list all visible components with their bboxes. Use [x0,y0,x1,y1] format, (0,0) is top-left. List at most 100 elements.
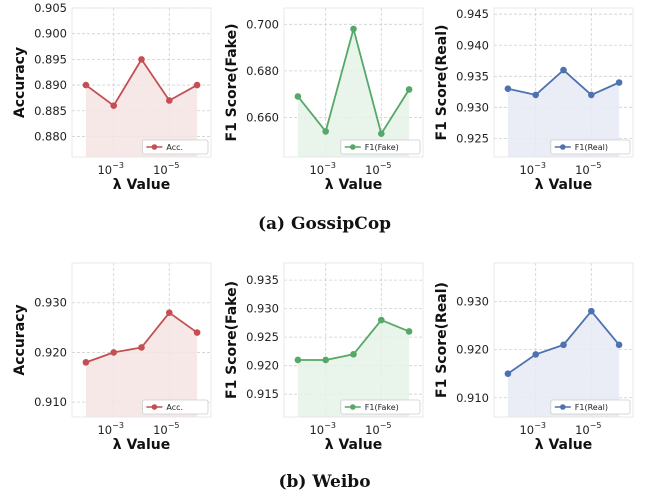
series-area [507,311,620,417]
legend-box [141,139,209,155]
data-point [405,86,413,93]
legend-box [550,139,631,155]
y-tick-label: 0.935 [456,69,489,83]
y-tick-label: 0.930 [34,296,67,310]
axes-frame [493,7,634,158]
y-tick-label: 0.895 [34,52,67,66]
legend-label: F1(Fake) [365,143,399,152]
axes-frame [283,262,424,418]
data-point [532,351,539,358]
data-point [504,85,512,93]
data-point [504,370,512,377]
data-point [378,130,385,138]
x-tick-label: 10−3 [519,421,545,437]
y-tick-label: 0.890 [34,78,67,92]
panel-weibo-f1-real: F1(Real) 0.910 0.920 0.930 10−3 10−5λ Value F1… [434,262,634,453]
caption-gossipcop: (a) GossipCop [257,214,392,234]
x-tick-label: 10−3 [519,161,545,177]
y-tick-label: 0.915 [246,387,279,401]
x-tick-label: 10−5 [575,161,601,177]
y-axis-label: F1 Score(Real) [434,282,450,398]
y-axis-label: Accuracy [12,304,28,375]
x-axis-label: λ Value [535,177,593,193]
legend-label: F1(Fake) [365,403,399,412]
legend-box [550,399,631,415]
y-tick-label: 0.885 [34,104,67,118]
legend-marker [350,144,356,150]
data-point [322,356,330,364]
axes-frame [71,262,212,418]
x-tick-label: 10−3 [309,421,335,437]
legend: F1(Real) [550,139,631,155]
data-point [166,97,173,104]
data-point [350,25,357,33]
legend: F1(Fake) [340,399,421,415]
x-tick-exponent: −3 [324,421,336,430]
series-area [507,70,620,157]
data-point [378,316,385,324]
data-point [615,341,623,349]
x-tick-exponent: −5 [380,161,392,170]
data-point [193,329,201,336]
y-tick-label: 0.930 [456,295,489,309]
legend-label: F1(Real) [575,403,608,412]
y-tick-label: 0.660 [246,110,279,124]
y-tick-label: 0.920 [246,359,279,373]
y-tick-label: 0.900 [34,27,67,41]
legend: F1(Fake) [340,139,421,155]
y-tick-label: 0.945 [456,7,489,21]
y-tick-label: 0.700 [246,17,279,31]
data-point [82,359,90,366]
y-tick-label: 0.920 [34,345,67,359]
y-tick-label: 0.925 [246,330,279,344]
x-tick-exponent: −3 [324,161,336,170]
y-tick-label: 0.910 [34,395,67,409]
data-point [166,309,173,316]
legend-marker [151,404,158,410]
y-tick-label: 0.940 [456,38,489,52]
data-point [138,56,145,63]
x-axis-label: λ Value [325,437,383,453]
x-axis-label: λ Value [113,177,171,193]
x-tick-label: 10−3 [309,161,335,177]
panel-gossipcop-f1-fake: F1(Fake) 0.660 0.680 0.700 10−3 10−5λ Value F1… [224,7,424,193]
legend-box [141,399,209,415]
y-tick-label: 0.905 [34,1,67,15]
y-axis-label: F1 Score(Fake) [224,281,240,399]
legend-label: F1(Real) [575,143,608,152]
caption-weibo: (b) Weibo [278,472,371,492]
data-point [138,344,145,351]
legend-label: Acc. [166,403,183,412]
x-tick-exponent: −5 [168,161,180,170]
data-point [405,328,413,335]
panel-gossipcop-f1-real: F1(Real) 0.925 0.930 0.935 0.940 0.945 10−3 10−… [434,7,634,193]
axes-frame [493,262,634,418]
series-area [297,28,410,157]
data-point [615,79,623,86]
data-point [588,307,595,315]
x-tick-exponent: −3 [534,421,546,430]
data-point [560,341,567,349]
x-tick-exponent: −5 [168,421,180,430]
x-tick-exponent: −3 [112,421,124,430]
series-area [85,59,198,157]
y-tick-label: 0.930 [246,302,279,316]
x-tick-label: 10−5 [153,161,179,177]
y-tick-label: 0.935 [246,273,279,287]
legend: F1(Real) [550,399,631,415]
x-tick-exponent: −5 [380,421,392,430]
y-tick-label: 0.920 [456,343,489,357]
y-tick-label: 0.680 [246,64,279,78]
x-tick-exponent: −3 [112,161,124,170]
x-tick-exponent: −5 [590,161,602,170]
panel-gossipcop-accuracy: Acc. 0.880 0.885 0.890 0.895 0.900 0.905 10−3 10… [12,1,212,193]
x-tick-exponent: −3 [534,161,546,170]
data-point [588,91,595,99]
y-axis-label: Accuracy [12,47,28,118]
legend-label: Acc. [166,143,183,152]
data-point [532,91,539,99]
x-axis-label: λ Value [535,437,593,453]
data-point [294,356,302,364]
x-tick-label: 10−5 [365,161,391,177]
